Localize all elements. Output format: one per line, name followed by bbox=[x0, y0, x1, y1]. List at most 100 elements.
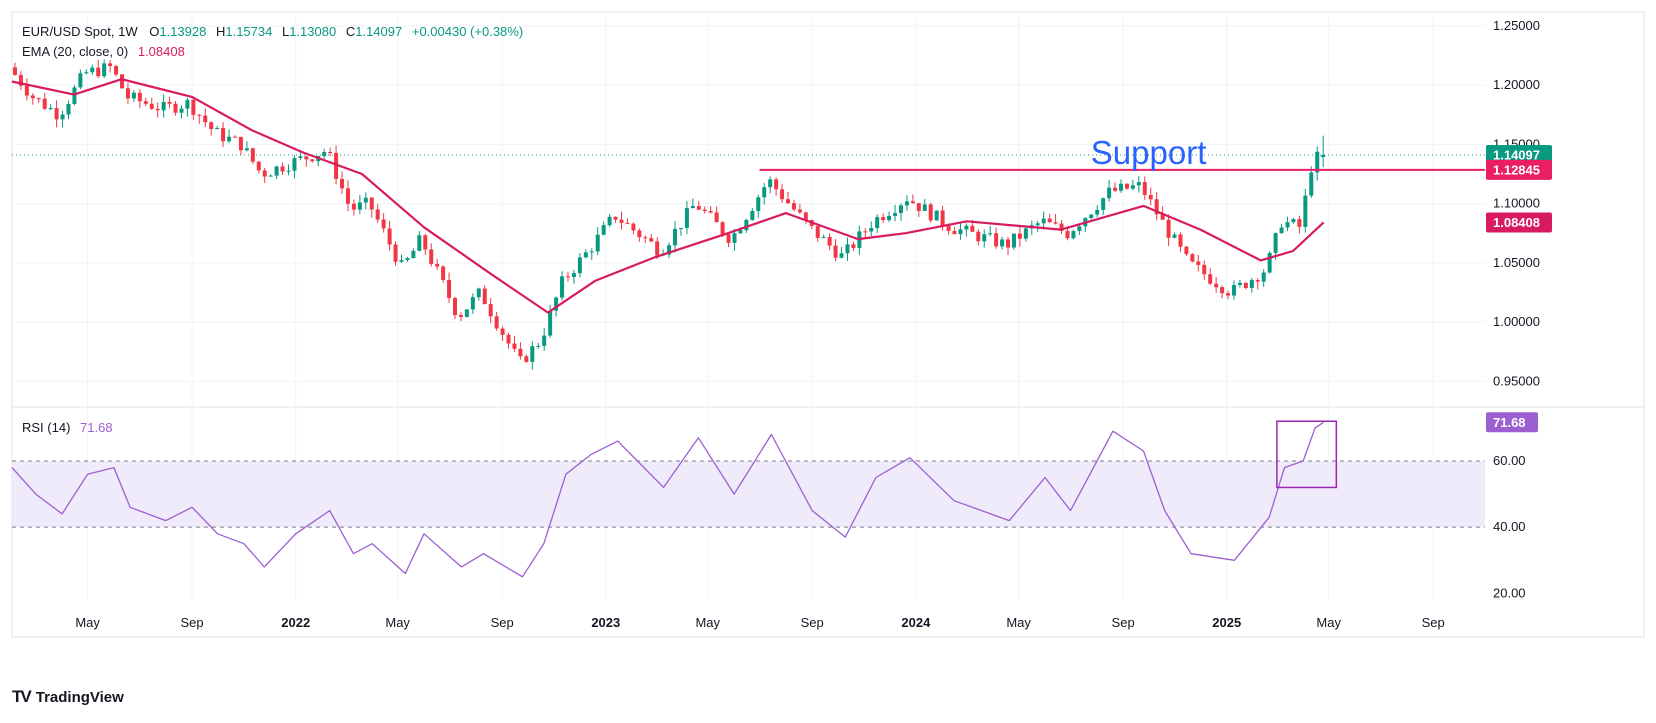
candle-body bbox=[774, 179, 779, 190]
badge-support-text: 1.12845 bbox=[1493, 162, 1540, 177]
time-tick-label: 2025 bbox=[1212, 615, 1241, 630]
candle-body bbox=[357, 202, 362, 210]
candle-body bbox=[970, 225, 975, 232]
candle-body bbox=[1279, 227, 1284, 234]
candle-body bbox=[565, 276, 570, 278]
ema-line bbox=[11, 78, 1325, 314]
candle-body bbox=[560, 276, 565, 298]
candle-body bbox=[351, 203, 356, 210]
candle-body bbox=[643, 237, 648, 239]
rsi-tick-label: 20.00 bbox=[1493, 585, 1526, 600]
candle-body bbox=[209, 122, 214, 129]
candle-body bbox=[684, 208, 689, 228]
candle-body bbox=[619, 219, 624, 223]
rsi-axis: 20.00 40.00 60.00 bbox=[1493, 453, 1526, 600]
candle-body bbox=[18, 74, 23, 86]
rsi-tick-label: 40.00 bbox=[1493, 519, 1526, 534]
badge-rsi-text: 71.68 bbox=[1493, 415, 1526, 430]
time-tick-label: May bbox=[75, 615, 100, 630]
legend-change: +0.00430 (+0.38%) bbox=[412, 24, 523, 39]
candle-body bbox=[304, 156, 309, 160]
candle-body bbox=[197, 114, 202, 116]
candle-body bbox=[512, 343, 517, 349]
time-tick-label: 2024 bbox=[901, 615, 931, 630]
candle-body bbox=[322, 152, 327, 157]
candle-body bbox=[1214, 283, 1219, 288]
badge-close-text: 1.14097 bbox=[1493, 148, 1540, 163]
candle-body bbox=[940, 210, 945, 226]
candle-body bbox=[66, 103, 71, 115]
candle-body bbox=[797, 209, 802, 213]
candle-body bbox=[1178, 234, 1183, 247]
candle-body bbox=[102, 63, 107, 77]
legend-ema-label: EMA (20, close, 0) bbox=[22, 44, 128, 59]
candle-body bbox=[1035, 223, 1040, 226]
badge-rsi-bg bbox=[1486, 412, 1538, 433]
candle-body bbox=[500, 328, 505, 335]
candle-body bbox=[1071, 231, 1076, 239]
candle-body bbox=[1285, 222, 1290, 228]
price-tick-label: 1.20000 bbox=[1493, 77, 1540, 92]
time-tick-label: Sep bbox=[801, 615, 824, 630]
candle-body bbox=[149, 103, 154, 109]
candle-body bbox=[42, 98, 47, 109]
candle-body bbox=[1321, 155, 1326, 158]
legend-close: 1.14097 bbox=[355, 24, 402, 39]
candle-body bbox=[78, 73, 83, 88]
legend-rsi: RSI (14) 71.68 bbox=[22, 420, 113, 435]
price-axis: 0.950001.000001.050001.100001.150001.200… bbox=[1493, 18, 1540, 388]
candle-body bbox=[24, 85, 29, 96]
candle-body bbox=[530, 346, 535, 362]
candle-body bbox=[738, 230, 743, 234]
candle-body bbox=[131, 92, 136, 99]
legend-line-1: EUR/USD Spot, 1W O1.13928 H1.15734 L1.13… bbox=[22, 24, 523, 39]
candle-body bbox=[678, 227, 683, 229]
candle-body bbox=[1059, 223, 1064, 231]
candle-body bbox=[839, 253, 844, 258]
candle-body bbox=[441, 266, 446, 280]
candle-body bbox=[334, 152, 339, 179]
candle-body bbox=[1166, 219, 1171, 238]
candle-body bbox=[1226, 293, 1231, 296]
candle-body bbox=[1148, 194, 1153, 200]
candle-body bbox=[601, 225, 606, 235]
candle-body bbox=[708, 211, 713, 213]
candle-body bbox=[417, 235, 422, 251]
candle-body bbox=[863, 231, 868, 233]
candle-body bbox=[298, 156, 303, 159]
candle-body bbox=[827, 236, 832, 246]
candle-body bbox=[464, 309, 469, 317]
rsi-highlight-box bbox=[1276, 420, 1338, 489]
candle-body bbox=[387, 228, 392, 245]
candle-body bbox=[393, 244, 398, 262]
price-tick-label: 0.95000 bbox=[1493, 373, 1540, 388]
candle-body bbox=[988, 233, 993, 235]
candle-body bbox=[12, 67, 17, 75]
time-tick-label: May bbox=[695, 615, 720, 630]
candle-body bbox=[1190, 254, 1195, 262]
candle-body bbox=[548, 310, 553, 336]
price-tick-label: 1.25000 bbox=[1493, 18, 1540, 33]
candle-body bbox=[215, 127, 220, 129]
candle-body bbox=[72, 87, 77, 104]
candle-body bbox=[250, 148, 255, 162]
candle-body bbox=[167, 101, 172, 104]
candle-body bbox=[833, 245, 838, 258]
candle-body bbox=[1006, 239, 1011, 248]
candle-body bbox=[1160, 214, 1165, 220]
candle-body bbox=[506, 334, 511, 344]
candle-body bbox=[423, 235, 428, 250]
candle-body bbox=[1184, 246, 1189, 255]
candle-body bbox=[1077, 226, 1082, 232]
candle-body bbox=[155, 108, 160, 111]
time-tick-label: Sep bbox=[1112, 615, 1135, 630]
candle-body bbox=[203, 115, 208, 123]
time-tick-label: 2022 bbox=[281, 615, 310, 630]
candle-body bbox=[292, 158, 297, 171]
legend-ema-value: 1.08408 bbox=[138, 44, 185, 59]
candle-body bbox=[952, 230, 957, 235]
legend-low-label: L bbox=[282, 24, 289, 39]
candle-body bbox=[108, 63, 113, 67]
candle-body bbox=[369, 197, 374, 210]
candle-body bbox=[1196, 261, 1201, 265]
